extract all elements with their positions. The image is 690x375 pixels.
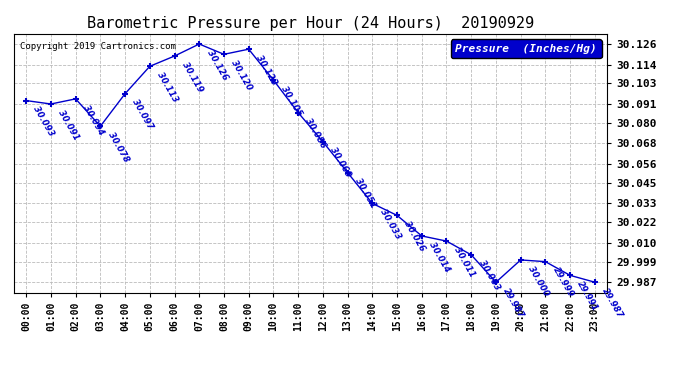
Title: Barometric Pressure per Hour (24 Hours)  20190929: Barometric Pressure per Hour (24 Hours) …: [87, 16, 534, 31]
Text: 30.113: 30.113: [155, 70, 180, 104]
Text: 29.987: 29.987: [600, 286, 625, 320]
Text: 30.105: 30.105: [279, 84, 304, 117]
Text: 29.991: 29.991: [575, 279, 600, 313]
Text: 30.094: 30.094: [81, 103, 106, 136]
Text: Copyright 2019 Cartronics.com: Copyright 2019 Cartronics.com: [20, 42, 176, 51]
Text: 29.987: 29.987: [502, 286, 526, 320]
Text: 30.120: 30.120: [230, 58, 254, 92]
Text: 30.078: 30.078: [106, 130, 130, 164]
Text: 30.126: 30.126: [205, 48, 229, 81]
Legend: Pressure  (Inches/Hg): Pressure (Inches/Hg): [451, 39, 602, 58]
Text: 30.069: 30.069: [328, 146, 353, 179]
Text: 30.003: 30.003: [477, 259, 501, 292]
Text: 30.091: 30.091: [57, 108, 81, 141]
Text: 30.051: 30.051: [353, 177, 377, 210]
Text: 29.999: 29.999: [551, 266, 575, 299]
Text: 30.033: 30.033: [378, 207, 402, 241]
Text: 30.086: 30.086: [304, 117, 328, 150]
Text: 30.026: 30.026: [402, 219, 427, 253]
Text: 30.093: 30.093: [32, 105, 56, 138]
Text: 30.119: 30.119: [180, 60, 204, 93]
Text: 30.000: 30.000: [526, 264, 551, 297]
Text: 30.097: 30.097: [130, 98, 155, 131]
Text: 30.011: 30.011: [452, 245, 477, 279]
Text: 30.123: 30.123: [254, 53, 279, 87]
Text: 30.014: 30.014: [427, 240, 452, 273]
